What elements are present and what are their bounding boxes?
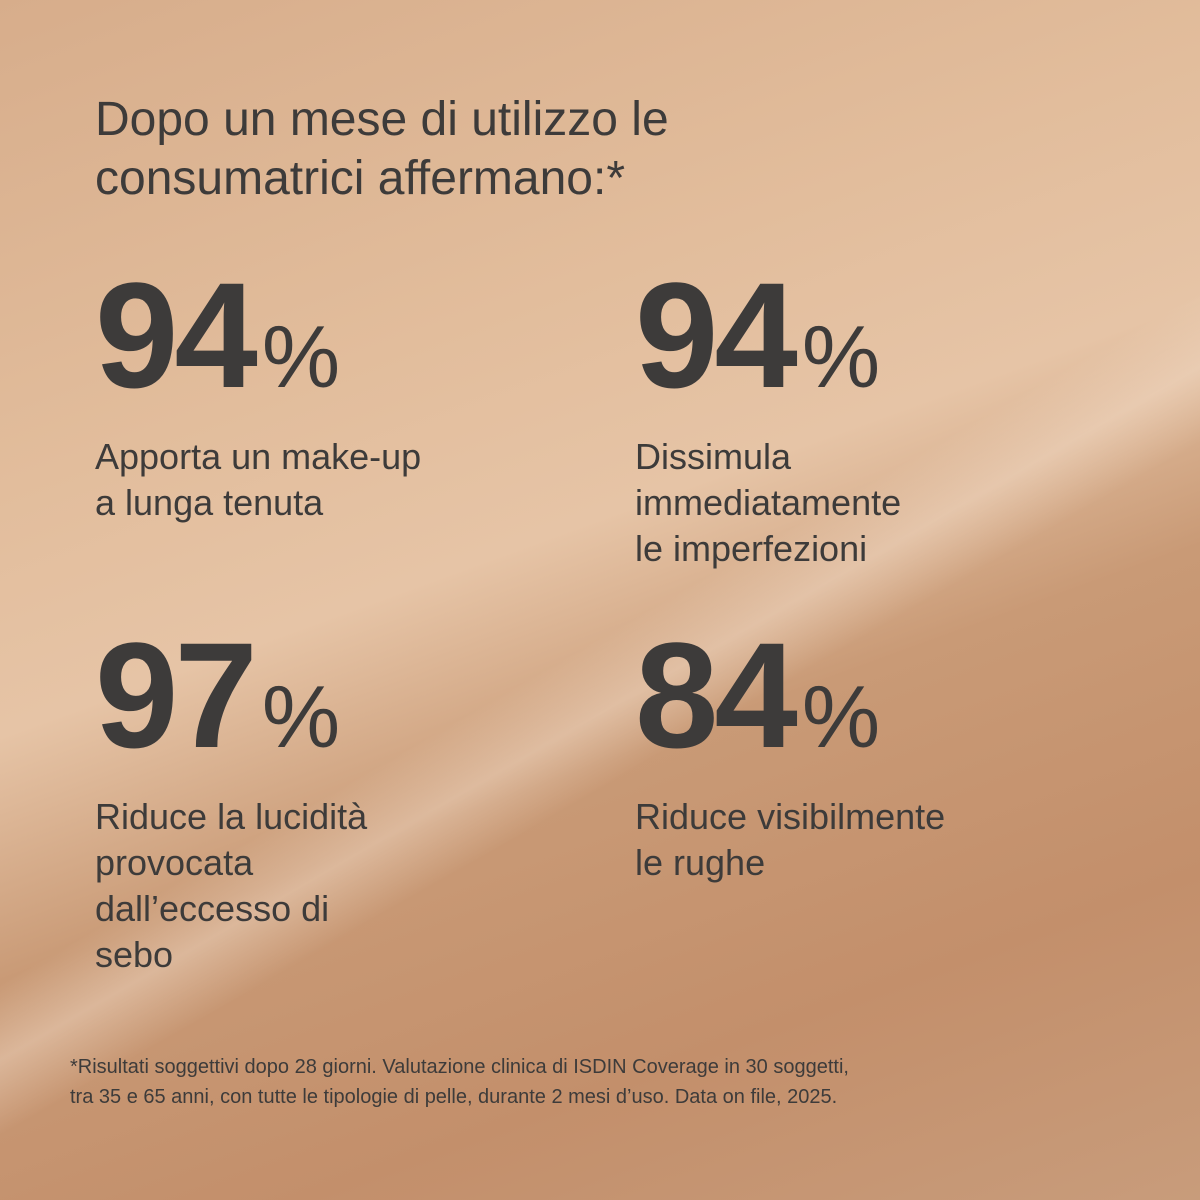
heading-line: consumatrici affermano:* — [95, 152, 626, 205]
stat-label-line: Riduce la lucidità — [95, 796, 368, 837]
stat-value: 94 — [95, 251, 258, 419]
stat: 94% Dissimula immediatamente le imperfezion… — [635, 260, 901, 572]
stat-number: 97% — [95, 620, 367, 782]
footnote-line: tra 35 e 65 anni, con tutte le tipologie… — [70, 1086, 838, 1108]
stat-label: Dissimula immediatamente le imperfezioni — [635, 434, 901, 572]
stat-label-line: immediatamente — [635, 482, 902, 523]
stat-label: Riduce visibilmente le rughe — [635, 794, 945, 886]
stat-unit: % — [261, 667, 341, 766]
footnote: *Risultati soggettivi dopo 28 giorni. Va… — [70, 1052, 849, 1112]
stat-number: 94% — [95, 260, 421, 422]
stat-value: 84 — [635, 611, 798, 779]
stat-label-line: Apporta un make-up — [95, 436, 422, 477]
stat-value: 94 — [635, 251, 798, 419]
stat-label-line: dall’eccesso di — [95, 888, 330, 929]
stat-unit: % — [801, 667, 881, 766]
stat: 94% Apporta un make-up a lunga tenuta — [95, 260, 421, 526]
footnote-line: *Risultati soggettivi dopo 28 giorni. Va… — [70, 1056, 849, 1078]
stat-label-line: le rughe — [635, 842, 766, 883]
stat-value: 97 — [95, 611, 258, 779]
stat: 84% Riduce visibilmente le rughe — [635, 620, 945, 886]
heading: Dopo un mese di utilizzo le consumatrici … — [95, 90, 669, 208]
stat-number: 94% — [635, 260, 901, 422]
stat-label-line: Dissimula — [635, 436, 792, 477]
heading-line: Dopo un mese di utilizzo le — [95, 93, 669, 146]
stat-unit: % — [801, 307, 881, 406]
stat-label-line: a lunga tenuta — [95, 482, 324, 523]
stat-unit: % — [261, 307, 341, 406]
stat-label-line: le imperfezioni — [635, 528, 868, 569]
stat-label-line: provocata — [95, 842, 254, 883]
stat-number: 84% — [635, 620, 945, 782]
stat: 97% Riduce la lucidità provocata dall’ecces… — [95, 620, 367, 978]
stat-label-line: sebo — [95, 934, 174, 975]
stat-label: Apporta un make-up a lunga tenuta — [95, 434, 421, 526]
stat-label: Riduce la lucidità provocata dall’eccesso … — [95, 794, 367, 978]
stat-label-line: Riduce visibilmente — [635, 796, 946, 837]
